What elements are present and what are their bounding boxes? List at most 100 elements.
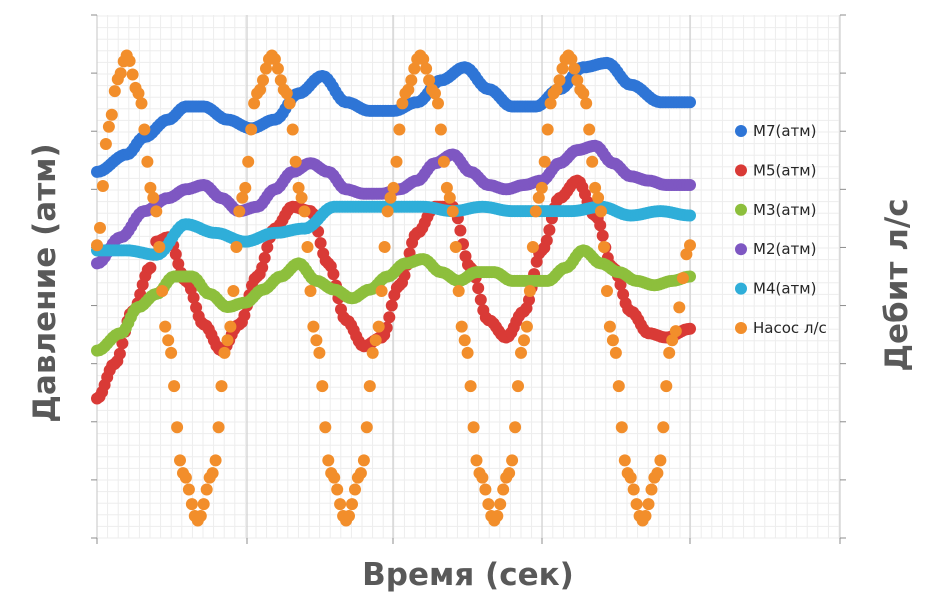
chart-legend: М7(атм) М5(атм) М3(атм) М2(атм) М4(атм) Насос… bbox=[735, 122, 827, 337]
data-point bbox=[123, 55, 136, 67]
chart-plot-area bbox=[91, 49, 696, 527]
data-point bbox=[472, 282, 485, 295]
data-point bbox=[354, 467, 367, 480]
data-point bbox=[384, 191, 397, 204]
data-point bbox=[313, 346, 326, 359]
data-point bbox=[535, 181, 548, 194]
data-point bbox=[261, 241, 274, 254]
data-point bbox=[91, 239, 103, 252]
data-point bbox=[660, 380, 673, 393]
data-point bbox=[378, 241, 391, 253]
data-point bbox=[132, 87, 145, 100]
legend-label: Насос л/с bbox=[753, 319, 827, 337]
legend-marker bbox=[735, 282, 747, 295]
data-point bbox=[657, 421, 670, 434]
data-point bbox=[307, 320, 320, 333]
data-point bbox=[331, 483, 344, 496]
legend-item: М3(атм) bbox=[735, 201, 816, 219]
data-point bbox=[543, 224, 556, 236]
data-point bbox=[346, 498, 358, 511]
data-point bbox=[541, 123, 554, 136]
x-axis-title: Время (сек) bbox=[362, 557, 574, 593]
data-point bbox=[532, 191, 545, 204]
data-point bbox=[363, 380, 376, 393]
legend-marker bbox=[735, 203, 747, 216]
data-point bbox=[215, 380, 228, 393]
data-point bbox=[642, 498, 655, 511]
data-point bbox=[168, 380, 181, 393]
data-point bbox=[663, 346, 676, 359]
data-point bbox=[162, 334, 175, 347]
data-point bbox=[491, 510, 504, 522]
data-point bbox=[482, 498, 495, 511]
legend-item: Насос л/с bbox=[735, 319, 827, 337]
data-point bbox=[328, 471, 341, 484]
data-point bbox=[544, 97, 557, 110]
data-point bbox=[503, 467, 516, 480]
data-point bbox=[390, 155, 403, 168]
data-point bbox=[571, 74, 584, 87]
data-point bbox=[479, 483, 492, 496]
data-point bbox=[254, 83, 267, 96]
data-point bbox=[197, 498, 210, 511]
data-point bbox=[126, 68, 139, 81]
data-point bbox=[420, 62, 433, 75]
data-point bbox=[108, 85, 121, 98]
data-point bbox=[230, 241, 243, 253]
legend-marker bbox=[735, 164, 747, 177]
data-point bbox=[343, 510, 355, 522]
data-point bbox=[310, 334, 323, 347]
data-point bbox=[417, 53, 430, 66]
data-point bbox=[102, 120, 115, 133]
legend-item: М5(атм) bbox=[735, 161, 816, 179]
data-point bbox=[614, 278, 627, 291]
data-point bbox=[684, 322, 696, 335]
data-point bbox=[206, 467, 219, 480]
data-point bbox=[334, 498, 347, 511]
data-point bbox=[169, 248, 182, 261]
data-point bbox=[454, 224, 467, 237]
data-point bbox=[165, 346, 178, 359]
data-point bbox=[676, 272, 689, 285]
series-5 bbox=[91, 49, 696, 527]
data-point bbox=[114, 67, 127, 80]
data-point bbox=[509, 421, 522, 434]
data-point bbox=[174, 454, 186, 467]
legend-label: М7(атм) bbox=[753, 122, 816, 140]
data-point bbox=[295, 191, 308, 204]
data-point bbox=[316, 380, 329, 393]
data-point bbox=[568, 62, 581, 75]
data-point bbox=[452, 285, 465, 297]
data-point bbox=[135, 97, 148, 110]
data-point bbox=[684, 96, 696, 109]
data-point bbox=[461, 346, 474, 359]
data-point bbox=[227, 285, 240, 297]
data-point bbox=[680, 248, 693, 261]
data-point bbox=[283, 97, 296, 110]
data-point bbox=[212, 421, 225, 434]
data-point bbox=[598, 241, 610, 253]
data-point bbox=[565, 53, 578, 66]
data-point bbox=[209, 454, 222, 467]
data-point bbox=[458, 334, 471, 347]
legend-item: М7(атм) bbox=[735, 122, 816, 140]
data-point bbox=[153, 241, 166, 253]
data-point bbox=[369, 334, 382, 347]
data-point bbox=[182, 483, 195, 496]
data-point bbox=[684, 209, 696, 222]
data-point bbox=[280, 87, 293, 100]
data-point bbox=[292, 181, 305, 194]
data-point bbox=[440, 181, 453, 194]
data-point bbox=[349, 483, 361, 496]
data-point bbox=[268, 53, 281, 66]
legend-item: М4(атм) bbox=[735, 280, 816, 298]
data-point bbox=[594, 219, 607, 232]
data-point bbox=[609, 346, 622, 359]
data-point bbox=[408, 62, 421, 75]
data-point bbox=[185, 498, 198, 511]
data-point bbox=[684, 239, 696, 252]
data-point bbox=[248, 97, 261, 110]
data-point bbox=[630, 498, 643, 511]
data-point bbox=[327, 268, 340, 281]
